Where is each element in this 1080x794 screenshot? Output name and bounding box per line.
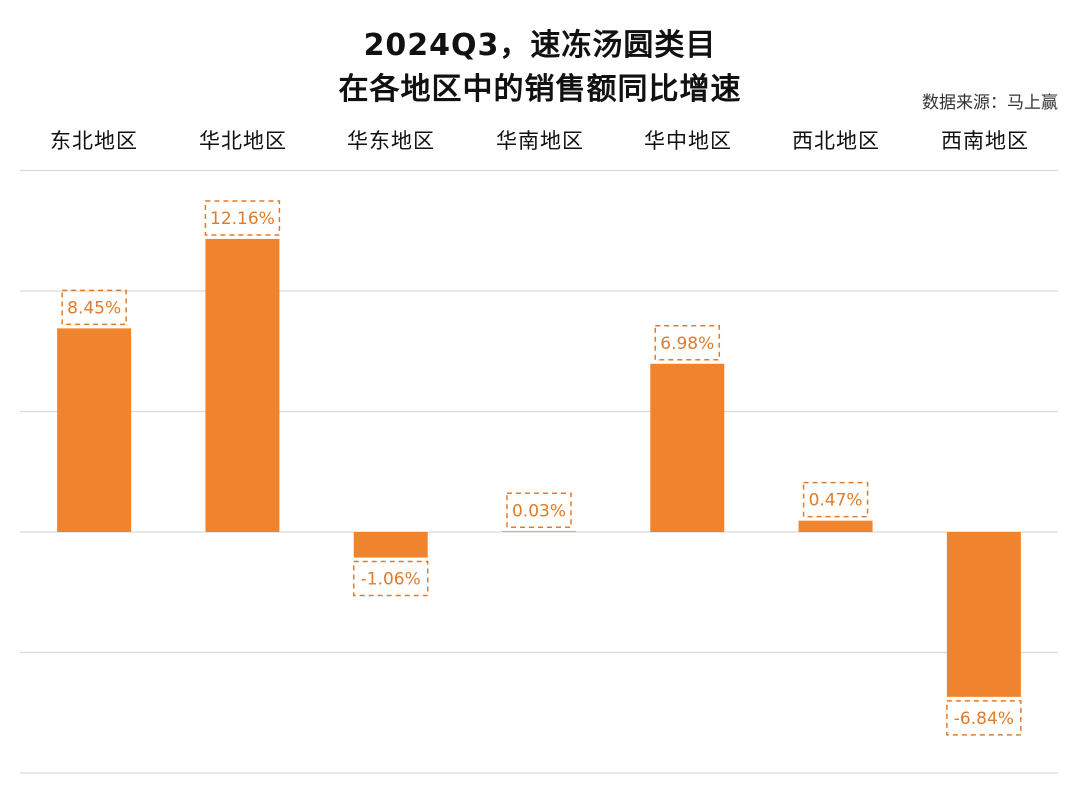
region-label-south: 华南地区: [496, 129, 584, 153]
data-label-5: 0.47%: [809, 491, 863, 511]
region-label-northwest: 西北地区: [792, 129, 880, 153]
data-label-3: 0.03%: [512, 501, 566, 521]
bar-4: [650, 363, 725, 532]
data-label-box-4: [654, 325, 721, 361]
chart-title-line1: 2024Q3，速冻汤圆类目: [363, 28, 717, 63]
data-label-box-6: [946, 700, 1022, 736]
region-label-east: 华东地区: [347, 129, 435, 153]
data-label-4: 6.98%: [660, 334, 714, 354]
data-label-6: -6.84%: [954, 709, 1014, 729]
data-label-2: -1.06%: [361, 570, 421, 590]
data-label-1: 12.16%: [210, 209, 275, 229]
bar-2: [353, 532, 428, 558]
region-label-north: 华北地区: [199, 129, 287, 153]
region-label-southwest: 西南地区: [941, 129, 1029, 153]
data-label-box-5: [802, 481, 869, 518]
data-label-0: 8.45%: [67, 298, 121, 318]
bar-1: [205, 238, 280, 532]
data-label-box-0: [61, 289, 127, 326]
bar-0: [57, 328, 132, 532]
bar-3: [502, 531, 576, 532]
bar-5: [798, 520, 873, 532]
data-label-box-2: [352, 560, 429, 597]
region-label-central: 华中地区: [644, 129, 732, 153]
data-source: 数据来源：马上赢: [922, 93, 1058, 113]
bar-6: [946, 532, 1021, 697]
chart-title-line2: 在各地区中的销售额同比增速: [338, 72, 742, 107]
data-label-box-3: [506, 492, 572, 529]
region-label-northeast: 东北地区: [50, 129, 138, 153]
data-label-box-1: [204, 200, 281, 236]
